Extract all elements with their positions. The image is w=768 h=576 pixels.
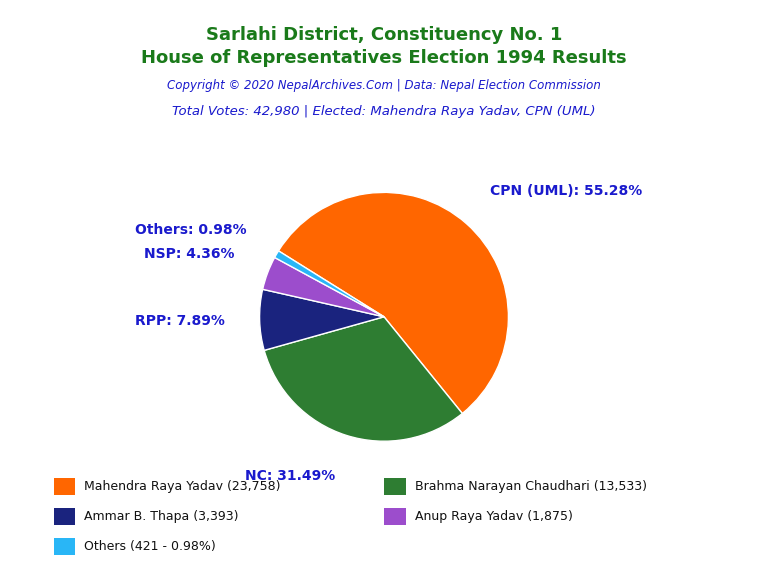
Text: Others: 0.98%: Others: 0.98% [135, 222, 247, 237]
Text: Ammar B. Thapa (3,393): Ammar B. Thapa (3,393) [84, 510, 239, 523]
Text: CPN (UML): 55.28%: CPN (UML): 55.28% [489, 184, 642, 198]
Wedge shape [263, 257, 384, 317]
Text: Total Votes: 42,980 | Elected: Mahendra Raya Yadav, CPN (UML): Total Votes: 42,980 | Elected: Mahendra … [172, 105, 596, 118]
Text: Brahma Narayan Chaudhari (13,533): Brahma Narayan Chaudhari (13,533) [415, 480, 647, 493]
Wedge shape [264, 317, 462, 441]
Text: Mahendra Raya Yadav (23,758): Mahendra Raya Yadav (23,758) [84, 480, 281, 493]
Wedge shape [260, 289, 384, 350]
Text: Copyright © 2020 NepalArchives.Com | Data: Nepal Election Commission: Copyright © 2020 NepalArchives.Com | Dat… [167, 79, 601, 93]
Text: NSP: 4.36%: NSP: 4.36% [144, 247, 235, 261]
Text: Sarlahi District, Constituency No. 1: Sarlahi District, Constituency No. 1 [206, 26, 562, 44]
Text: Others (421 - 0.98%): Others (421 - 0.98%) [84, 540, 217, 553]
Text: House of Representatives Election 1994 Results: House of Representatives Election 1994 R… [141, 49, 627, 67]
Text: NC: 31.49%: NC: 31.49% [246, 468, 336, 483]
Wedge shape [279, 192, 508, 414]
Wedge shape [275, 251, 384, 317]
Text: Anup Raya Yadav (1,875): Anup Raya Yadav (1,875) [415, 510, 573, 523]
Text: RPP: 7.89%: RPP: 7.89% [135, 314, 225, 328]
